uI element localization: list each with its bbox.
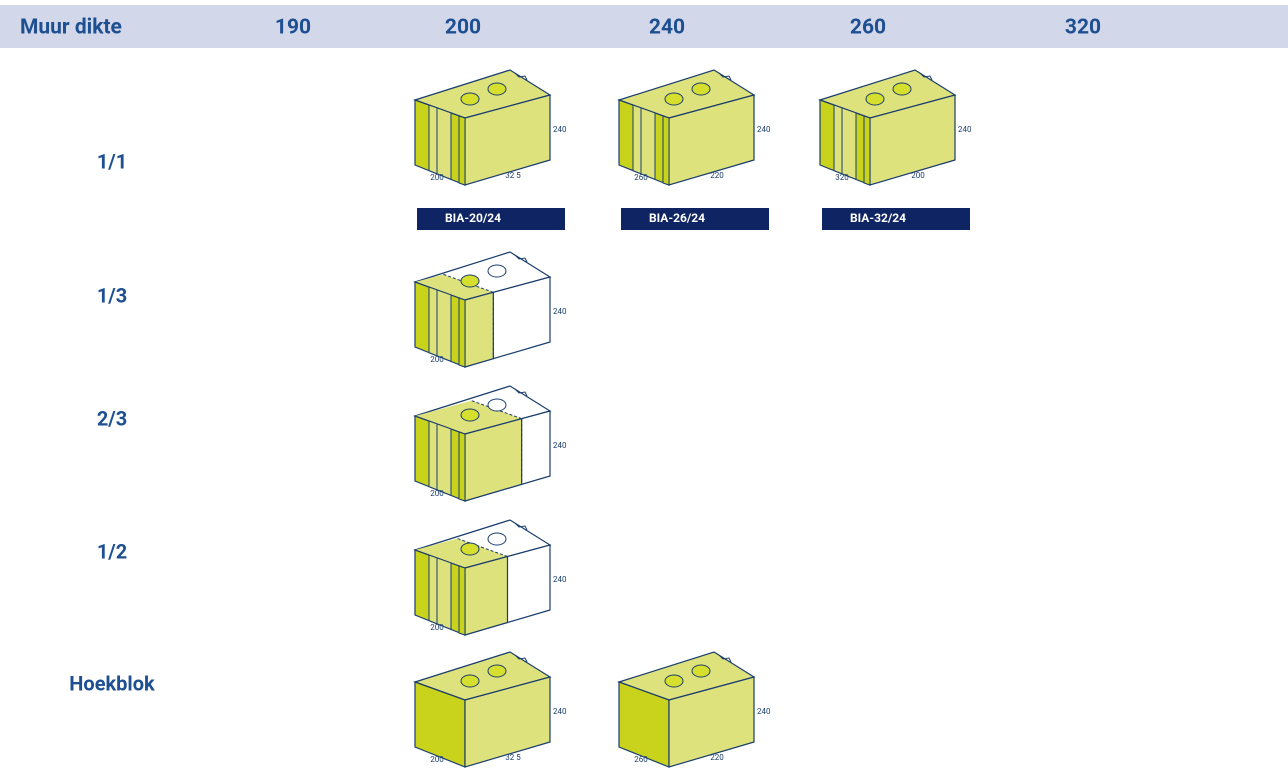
hole xyxy=(487,398,507,412)
dim-height: 240 xyxy=(958,125,972,134)
hole xyxy=(460,542,480,556)
hole xyxy=(460,674,480,688)
dim-height: 240 xyxy=(553,307,567,316)
dim-depth: 200 xyxy=(430,489,444,498)
row-label: 2/3 xyxy=(97,406,127,430)
product-tag: BIA-20/24 xyxy=(445,211,501,225)
column-header: 200 xyxy=(445,16,481,40)
hole xyxy=(487,264,507,278)
corner-band xyxy=(662,115,670,186)
notch xyxy=(718,654,732,663)
corner-band xyxy=(458,115,466,186)
hole xyxy=(691,82,711,96)
corner-band xyxy=(458,565,466,636)
front-face xyxy=(668,676,755,768)
hole xyxy=(460,408,480,422)
corner-band xyxy=(458,431,466,502)
dim-length: 220 xyxy=(710,171,724,180)
hole xyxy=(460,92,480,106)
column-header: 260 xyxy=(850,16,886,40)
dim-length: 32 5 xyxy=(505,753,521,762)
dim-height: 240 xyxy=(553,575,567,584)
dim-length: 200 xyxy=(911,171,925,180)
dim-height: 240 xyxy=(553,707,567,716)
tag-bg xyxy=(822,208,970,230)
row-label: 1/2 xyxy=(97,539,127,563)
hole xyxy=(664,674,684,688)
block: 240 200 32 5 BIA-20/24 xyxy=(413,69,567,230)
groove xyxy=(428,286,452,363)
hole xyxy=(460,274,480,288)
block: 240 200 32 5 xyxy=(413,651,567,768)
product-tag: BIA-32/24 xyxy=(850,211,906,225)
front-face-filled xyxy=(464,555,509,636)
block: 240 320 200 BIA-32/24 xyxy=(818,69,972,230)
notch xyxy=(514,72,528,81)
dim-depth: 260 xyxy=(634,755,648,764)
row-label: 1/3 xyxy=(97,283,127,307)
dim-height: 240 xyxy=(553,441,567,450)
column-header: 320 xyxy=(1065,16,1101,40)
dim-height: 240 xyxy=(757,125,771,134)
top-face-filled xyxy=(415,274,494,300)
dim-depth: 200 xyxy=(430,173,444,182)
hole xyxy=(892,82,912,96)
split-line xyxy=(457,538,508,557)
notch xyxy=(514,654,528,663)
block: 240 200 xyxy=(413,385,567,502)
tag-bg xyxy=(417,208,565,230)
block: 240 260 220 xyxy=(617,651,771,768)
groove xyxy=(428,554,452,631)
header-label: Muur dikte xyxy=(20,16,122,40)
groove xyxy=(428,420,452,497)
hole xyxy=(487,664,507,678)
dim-length: 32 5 xyxy=(505,171,521,180)
front-face-filled xyxy=(464,291,494,368)
corner-band xyxy=(863,115,871,186)
top-face-filled xyxy=(415,538,508,568)
row-label: 1/1 xyxy=(97,149,127,173)
hole xyxy=(487,82,507,96)
groove xyxy=(833,104,857,181)
row-label: Hoekblok xyxy=(69,671,155,695)
tag-bg xyxy=(621,208,769,230)
dim-height: 240 xyxy=(553,125,567,134)
groove xyxy=(428,104,452,181)
hole xyxy=(664,92,684,106)
notch xyxy=(919,72,933,81)
dim-depth: 260 xyxy=(634,173,648,182)
front-face xyxy=(464,676,551,768)
dim-length: 220 xyxy=(710,753,724,762)
column-header: 240 xyxy=(649,16,685,40)
dim-depth: 200 xyxy=(430,623,444,632)
corner-band xyxy=(458,297,466,368)
block: 240 200 xyxy=(413,251,567,368)
notch xyxy=(514,522,528,531)
notch xyxy=(514,388,528,397)
block: 240 260 220 BIA-26/24 xyxy=(617,69,771,230)
column-header: 190 xyxy=(275,16,311,40)
hole xyxy=(865,92,885,106)
hole xyxy=(487,532,507,546)
product-tag: BIA-26/24 xyxy=(649,211,705,225)
dim-height: 240 xyxy=(757,707,771,716)
groove xyxy=(632,104,656,181)
header-bar xyxy=(0,5,1288,48)
dim-depth: 200 xyxy=(430,755,444,764)
block: 240 200 xyxy=(413,519,567,636)
notch xyxy=(718,72,732,81)
dim-depth: 200 xyxy=(430,355,444,364)
dim-depth: 320 xyxy=(835,173,849,182)
hole xyxy=(691,664,711,678)
notch xyxy=(514,254,528,263)
